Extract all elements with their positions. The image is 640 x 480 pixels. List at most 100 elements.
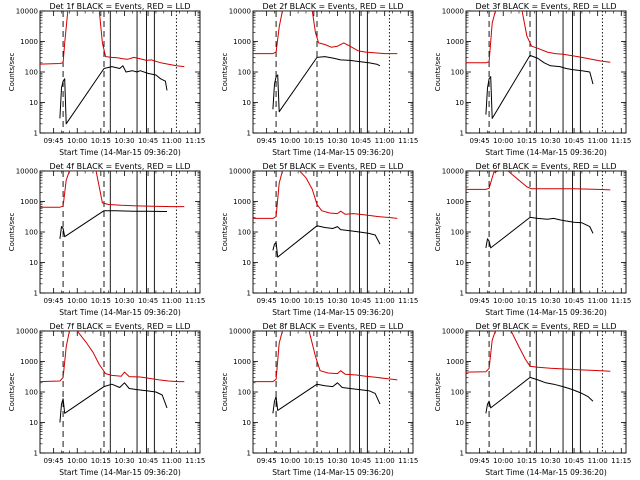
x-tick-label: 11:00 xyxy=(162,457,182,465)
y-axis-label: Counts/sec xyxy=(221,213,229,252)
x-tick-label: 09:45 xyxy=(470,297,490,305)
events-series-line xyxy=(485,54,594,119)
y-tick-label: 1000 xyxy=(20,38,38,46)
x-tick-label: 10:00 xyxy=(280,457,300,465)
y-tick-label: 10000 xyxy=(442,328,464,336)
y-tick-label: 100 xyxy=(25,69,38,77)
x-tick-label: 10:00 xyxy=(67,137,87,145)
plot-area xyxy=(253,171,398,293)
x-tick-label: 09:45 xyxy=(470,457,490,465)
y-tick-label: 10000 xyxy=(16,8,38,16)
detector-chart-8: Det 8f BLACK = Events, RED = LLD Counts/s… xyxy=(221,322,418,477)
plot-area xyxy=(40,171,185,293)
x-tick-label: 10:30 xyxy=(327,137,347,145)
plot-frame xyxy=(39,10,201,134)
events-series-line xyxy=(59,210,167,239)
x-tick-label: 10:00 xyxy=(280,137,300,145)
chart-title: Det 9f BLACK = Events, RED = LLD xyxy=(475,322,616,331)
x-tick-label: 10:15 xyxy=(304,297,324,305)
y-tick-label: 10000 xyxy=(442,168,464,176)
detector-chart-1: Det 1f BLACK = Events, RED = LLD Counts/s… xyxy=(8,2,205,157)
detector-chart-3: Det 3f BLACK = Events, RED = LLD Counts/s… xyxy=(434,2,631,157)
detector-chart-5: Det 5f BLACK = Events, RED = LLD Counts/s… xyxy=(221,162,418,317)
y-tick-label: 10 xyxy=(242,259,251,267)
plot-frame xyxy=(465,170,627,294)
x-tick-label: 11:15 xyxy=(185,457,205,465)
x-tick-label: 10:30 xyxy=(327,297,347,305)
x-axis-label: Start Time (14-Mar-15 09:36:20) xyxy=(272,148,394,157)
lld-series-line xyxy=(466,331,611,373)
plot-frame xyxy=(39,330,201,454)
plot-area xyxy=(466,331,611,453)
y-axis-label: Counts/sec xyxy=(434,213,442,252)
x-tick-label: 11:00 xyxy=(375,137,395,145)
lld-series-line xyxy=(253,171,398,219)
events-series-line xyxy=(59,65,168,125)
plot-area xyxy=(466,171,611,293)
x-tick-label: 10:00 xyxy=(493,457,513,465)
x-tick-label: 11:00 xyxy=(375,297,395,305)
y-tick-label: 1 xyxy=(247,130,251,138)
detector-chart-4: Det 4f BLACK = Events, RED = LLD Counts/s… xyxy=(8,162,205,317)
x-tick-label: 10:15 xyxy=(517,137,537,145)
detector-chart-7: Det 7f BLACK = Events, RED = LLD Counts/s… xyxy=(8,322,205,477)
x-tick-label: 10:15 xyxy=(91,457,111,465)
plot-frame xyxy=(252,330,414,454)
x-axis-label: Start Time (14-Mar-15 09:36:20) xyxy=(485,148,607,157)
y-tick-label: 1 xyxy=(247,450,251,458)
chart-title: Det 1f BLACK = Events, RED = LLD xyxy=(49,2,190,11)
x-tick-label: 11:00 xyxy=(162,297,182,305)
y-tick-label: 1 xyxy=(247,290,251,298)
plot-frame xyxy=(465,330,627,454)
y-tick-label: 10 xyxy=(29,259,38,267)
y-tick-label: 1 xyxy=(34,290,38,298)
chart-title: Det 3f BLACK = Events, RED = LLD xyxy=(475,2,616,11)
x-tick-label: 10:45 xyxy=(564,457,584,465)
lld-series-line xyxy=(253,331,398,383)
plot-area xyxy=(253,11,398,133)
y-axis-label: Counts/sec xyxy=(8,373,16,412)
events-series-line xyxy=(59,382,168,423)
lld-series-line xyxy=(40,11,185,68)
x-axis-label: Start Time (14-Mar-15 09:36:20) xyxy=(485,468,607,477)
x-tick-label: 11:00 xyxy=(588,297,608,305)
y-tick-label: 100 xyxy=(238,389,251,397)
x-tick-label: 09:45 xyxy=(44,457,64,465)
plot-area xyxy=(253,331,398,453)
y-tick-label: 10 xyxy=(242,99,251,107)
y-tick-label: 1 xyxy=(460,130,464,138)
y-tick-label: 100 xyxy=(25,229,38,237)
x-tick-label: 10:15 xyxy=(91,297,111,305)
x-tick-label: 10:30 xyxy=(327,457,347,465)
x-tick-label: 10:45 xyxy=(138,297,158,305)
lld-series-line xyxy=(466,11,611,64)
y-axis-label: Counts/sec xyxy=(434,53,442,92)
x-tick-label: 10:30 xyxy=(540,457,560,465)
events-series-line xyxy=(485,216,594,249)
x-tick-label: 10:30 xyxy=(540,137,560,145)
chart-title: Det 2f BLACK = Events, RED = LLD xyxy=(262,2,403,11)
x-axis-label: Start Time (14-Mar-15 09:36:20) xyxy=(59,308,181,317)
y-tick-label: 1000 xyxy=(446,358,464,366)
x-tick-label: 10:30 xyxy=(540,297,560,305)
y-tick-label: 100 xyxy=(238,69,251,77)
y-tick-label: 1000 xyxy=(20,358,38,366)
events-series-line xyxy=(272,225,381,258)
plot-area xyxy=(466,11,611,133)
plot-area xyxy=(40,331,185,453)
y-axis-label: Counts/sec xyxy=(221,53,229,92)
x-tick-label: 11:15 xyxy=(398,297,418,305)
events-series-line xyxy=(272,56,381,113)
x-tick-label: 10:45 xyxy=(351,457,371,465)
x-tick-label: 11:15 xyxy=(398,457,418,465)
y-tick-label: 100 xyxy=(451,229,464,237)
events-series-line xyxy=(485,376,594,414)
detector-chart-6: Det 6f BLACK = Events, RED = LLD Counts/s… xyxy=(434,162,631,317)
plot-frame xyxy=(252,10,414,134)
lld-series-line xyxy=(466,171,611,191)
x-tick-label: 09:45 xyxy=(44,137,64,145)
x-tick-label: 11:00 xyxy=(588,137,608,145)
y-tick-label: 100 xyxy=(238,229,251,237)
y-tick-label: 10000 xyxy=(16,168,38,176)
